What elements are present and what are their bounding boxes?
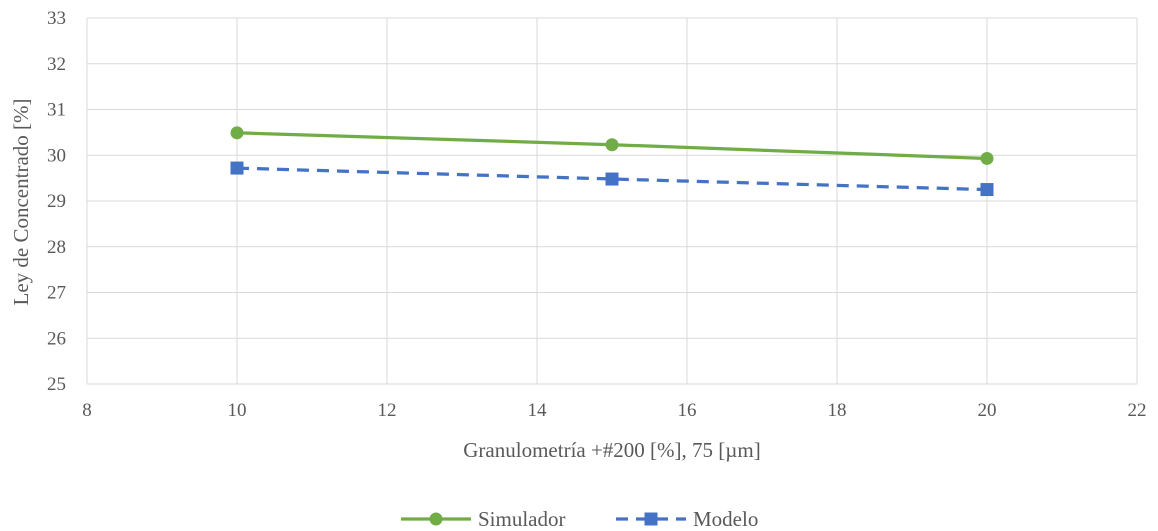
x-tick-label: 10 [228, 400, 247, 421]
x-tick-label: 18 [828, 400, 847, 421]
data-point-series-2 [605, 172, 619, 186]
grid [86, 17, 1138, 385]
series-line-2 [236, 166, 988, 192]
y-tick-label: 28 [47, 237, 66, 258]
legend-marker-1 [429, 512, 443, 526]
series-layer [230, 126, 994, 197]
legend-label-2: Modelo [693, 507, 758, 531]
y-tick-labels: 25 26 27 28 29 30 31 32 33 [47, 8, 66, 395]
data-point-series-2 [230, 161, 244, 175]
legend: Simulador Modelo [401, 507, 758, 531]
legend-marker-2 [644, 512, 658, 526]
y-tick-label: 25 [47, 374, 66, 395]
y-tick-label: 33 [47, 8, 66, 29]
x-tick-label: 22 [1128, 400, 1147, 421]
data-point-series-1 [605, 138, 619, 152]
x-tick-label: 16 [678, 400, 697, 421]
y-tick-label: 30 [47, 145, 66, 166]
x-tick-label: 12 [378, 400, 397, 421]
x-tick-label: 14 [528, 400, 548, 421]
y-tick-label: 27 [47, 283, 66, 304]
x-axis-title: Granulometría +#200 [%], 75 [µm] [463, 438, 760, 462]
y-tick-label: 32 [47, 54, 66, 75]
data-point-series-1 [980, 151, 994, 165]
x-tick-label: 8 [82, 400, 92, 421]
x-tick-labels: 8 10 12 14 16 18 20 22 [82, 400, 1146, 421]
x-tick-label: 20 [978, 400, 997, 421]
data-point-series-2 [980, 183, 994, 197]
y-tick-label: 26 [47, 328, 66, 349]
y-tick-label: 31 [47, 100, 66, 121]
y-axis-title: Ley de Concentrado [%] [9, 99, 33, 306]
data-point-series-1 [230, 126, 244, 140]
y-tick-label: 29 [47, 191, 66, 212]
legend-label-1: Simulador [478, 507, 566, 531]
